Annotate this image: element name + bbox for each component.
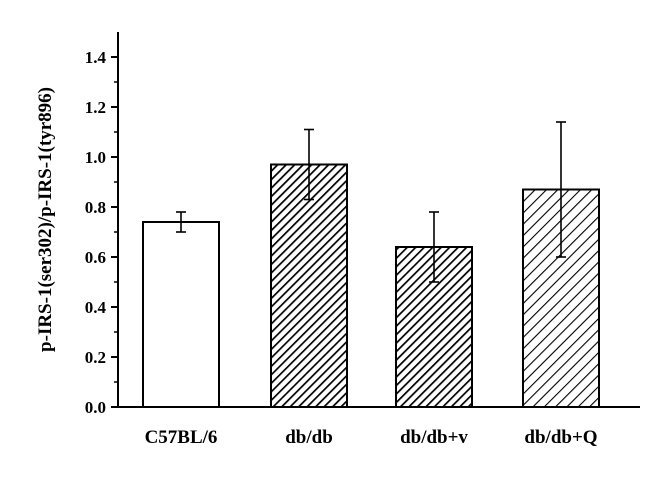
y-tick-label: 0.2 bbox=[85, 348, 106, 367]
axes-layer bbox=[117, 32, 640, 408]
y-tick-label: 1.4 bbox=[85, 48, 107, 67]
y-tick-label: 0.6 bbox=[85, 248, 106, 267]
x-tick-label: db/db bbox=[285, 427, 333, 448]
y-ticks: 0.0 0.2 0.4 0.6 0.8 1.0 1.2 1.4 bbox=[85, 48, 118, 417]
y-axis-title: p-IRS-1(ser302)/p-IRS-1(tyr896) bbox=[35, 87, 56, 352]
x-tick-label: C57BL/6 bbox=[145, 427, 218, 448]
bars-layer bbox=[142, 163, 600, 408]
bar-c57bl-6 bbox=[142, 221, 220, 408]
x-tick-label: db/db+v bbox=[400, 427, 468, 448]
bar-db-db bbox=[270, 163, 348, 408]
y-tick-label: 0.0 bbox=[85, 398, 106, 417]
x-tick-labels: C57BL/6 db/db db/db+v db/db+Q bbox=[145, 427, 598, 448]
y-tick-label: 1.0 bbox=[85, 148, 106, 167]
x-tick-label: db/db+Q bbox=[524, 427, 597, 448]
y-tick-label: 0.4 bbox=[85, 298, 107, 317]
y-tick-label: 0.8 bbox=[85, 198, 106, 217]
errorbars-layer bbox=[176, 121, 566, 283]
y-tick-label: 1.2 bbox=[85, 98, 106, 117]
